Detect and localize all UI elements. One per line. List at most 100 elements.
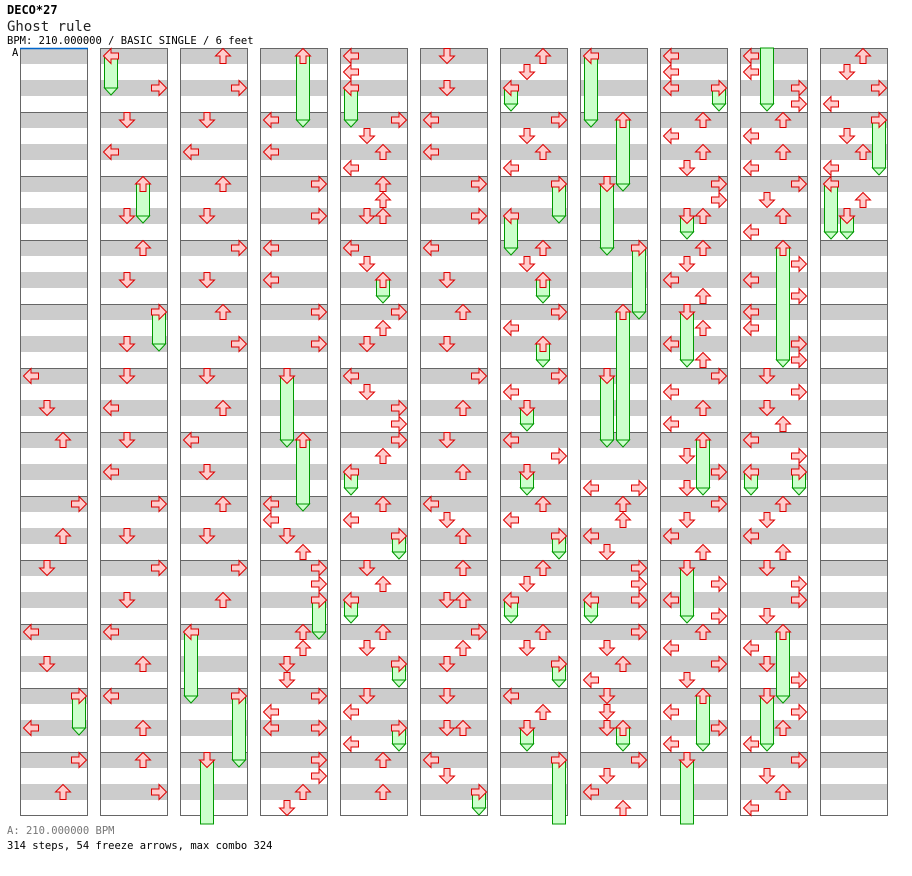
up-arrow-icon [694, 543, 712, 560]
right-arrow-icon [311, 175, 328, 193]
down-arrow-icon [118, 336, 136, 353]
right-arrow-shape [71, 751, 88, 769]
right-arrow-icon [311, 575, 328, 593]
right-arrow-icon [231, 559, 248, 577]
left-arrow-icon [502, 383, 519, 401]
chart-stats: 314 steps, 54 freeze arrows, max combo 3… [7, 840, 273, 852]
left-arrow-icon [182, 431, 199, 449]
down-arrow-icon [118, 592, 136, 609]
right-arrow-icon [711, 495, 728, 513]
up-arrow-shape [534, 239, 552, 256]
left-arrow-shape [822, 159, 839, 177]
freeze-tail [615, 439, 631, 448]
up-arrow-shape [54, 783, 72, 800]
beat-stripe [100, 624, 168, 640]
beat-stripe [260, 272, 328, 288]
beat-stripe [340, 496, 408, 512]
right-arrow-icon [711, 367, 728, 385]
right-arrow-shape [311, 175, 328, 193]
down-arrow-shape [518, 64, 536, 81]
chart-column [420, 48, 488, 816]
right-arrow-icon [711, 655, 728, 673]
beat-stripe [340, 624, 408, 640]
left-arrow-icon [582, 527, 599, 545]
down-arrow-icon [278, 368, 296, 385]
right-arrow-shape [231, 79, 248, 97]
up-arrow-shape [294, 783, 312, 800]
left-arrow-icon [662, 703, 679, 721]
up-arrow-shape [694, 239, 712, 256]
right-arrow-shape [791, 703, 808, 721]
left-arrow-icon [342, 511, 359, 529]
beat-stripe [500, 560, 568, 576]
right-arrow-shape [311, 207, 328, 225]
left-arrow-shape [262, 271, 279, 289]
left-arrow-shape [662, 63, 679, 81]
beat-stripe [340, 368, 408, 384]
left-arrow-shape [582, 783, 599, 801]
up-arrow-icon [854, 143, 872, 160]
right-arrow-icon [391, 415, 408, 433]
up-arrow-shape [294, 47, 312, 64]
beat-stripe [340, 48, 408, 64]
right-arrow-shape [791, 79, 808, 97]
beat-stripe [260, 112, 328, 128]
beat-stripe [660, 272, 728, 288]
left-arrow-icon [262, 111, 279, 129]
up-arrow-shape [614, 111, 632, 128]
freeze-tail [583, 119, 599, 128]
left-arrow-shape [262, 239, 279, 257]
right-arrow-icon [391, 719, 408, 737]
up-arrow-shape [374, 207, 392, 224]
beat-stripe [20, 368, 88, 384]
right-arrow-icon [391, 655, 408, 673]
up-arrow-shape [454, 559, 472, 576]
down-arrow-icon [438, 592, 456, 609]
beat-stripe [740, 592, 808, 608]
down-arrow-icon [678, 560, 696, 577]
left-arrow-shape [742, 127, 759, 145]
up-arrow-icon [614, 799, 632, 816]
right-arrow-icon [791, 175, 808, 193]
beat-stripe [820, 464, 888, 480]
down-arrow-shape [518, 720, 536, 737]
down-arrow-shape [678, 672, 696, 689]
beat-stripe [660, 624, 728, 640]
right-arrow-shape [471, 207, 488, 225]
freeze-tail [103, 87, 119, 96]
down-arrow-shape [438, 432, 456, 449]
down-arrow-shape [758, 512, 776, 529]
down-arrow-icon [198, 752, 216, 769]
up-arrow-shape [694, 431, 712, 448]
beat-stripe [660, 464, 728, 480]
beat-stripe [580, 624, 648, 640]
left-arrow-icon [582, 47, 599, 65]
right-arrow-icon [631, 623, 648, 641]
left-arrow-shape [102, 687, 119, 705]
down-arrow-shape [678, 448, 696, 465]
column-border [100, 48, 168, 816]
left-arrow-icon [582, 591, 599, 609]
beat-stripe [500, 368, 568, 384]
beat-stripe [340, 144, 408, 160]
right-arrow-shape [711, 79, 728, 97]
beat-stripe [340, 240, 408, 256]
down-arrow-shape [598, 768, 616, 785]
down-arrow-icon [758, 192, 776, 209]
up-arrow-shape [214, 495, 232, 512]
beat-stripe [500, 432, 568, 448]
right-arrow-icon [551, 303, 568, 321]
left-arrow-icon [342, 79, 359, 97]
left-arrow-icon [102, 623, 119, 641]
right-arrow-shape [311, 751, 328, 769]
up-arrow-icon [534, 143, 552, 160]
right-arrow-shape [711, 495, 728, 513]
up-arrow-icon [134, 239, 152, 256]
right-arrow-icon [711, 175, 728, 193]
right-arrow-shape [551, 655, 568, 673]
left-arrow-shape [502, 159, 519, 177]
left-arrow-icon [502, 591, 519, 609]
right-arrow-icon [791, 463, 808, 481]
up-arrow-icon [54, 527, 72, 544]
up-arrow-icon [454, 303, 472, 320]
